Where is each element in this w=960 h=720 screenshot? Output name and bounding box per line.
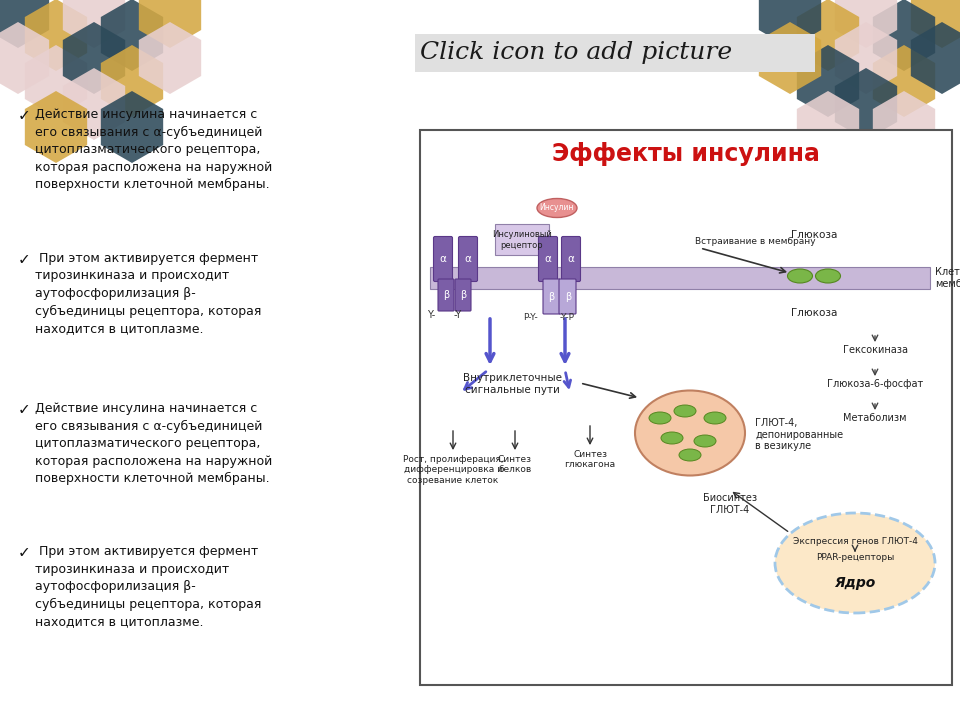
Text: β: β — [564, 292, 571, 302]
Polygon shape — [25, 0, 87, 71]
Text: β: β — [548, 292, 554, 302]
Text: Глюкоза-6-фосфат: Глюкоза-6-фосфат — [827, 379, 924, 389]
Text: Метаболизм: Метаболизм — [843, 413, 907, 423]
Ellipse shape — [704, 412, 726, 424]
Text: Click icon to add picture: Click icon to add picture — [420, 42, 732, 65]
Text: α: α — [465, 254, 471, 264]
Polygon shape — [0, 22, 49, 94]
Ellipse shape — [537, 199, 577, 217]
Text: PPAR-рецепторы: PPAR-рецепторы — [816, 554, 894, 562]
FancyBboxPatch shape — [562, 236, 581, 282]
Text: Гексокиназа: Гексокиназа — [843, 345, 907, 355]
FancyBboxPatch shape — [438, 279, 454, 311]
FancyBboxPatch shape — [539, 236, 558, 282]
Text: Синтез
белков: Синтез белков — [498, 455, 532, 474]
Ellipse shape — [635, 390, 745, 475]
Polygon shape — [0, 0, 49, 48]
Text: ГЛЮТ-4,
депонированные
в везикуле: ГЛЮТ-4, депонированные в везикуле — [755, 418, 843, 451]
Polygon shape — [62, 0, 125, 48]
Text: Инсулиновый
рецептор: Инсулиновый рецептор — [492, 230, 552, 250]
FancyBboxPatch shape — [455, 279, 471, 311]
FancyBboxPatch shape — [415, 34, 815, 72]
Ellipse shape — [787, 269, 812, 283]
Text: Клеточная
мембрана: Клеточная мембрана — [935, 267, 960, 289]
Polygon shape — [62, 22, 125, 94]
Polygon shape — [873, 91, 935, 163]
Text: Внутриклеточные
сигнальные пути: Внутриклеточные сигнальные пути — [463, 373, 562, 395]
Polygon shape — [797, 45, 859, 117]
Text: Эффекты инсулина: Эффекты инсулина — [552, 142, 820, 166]
Text: β: β — [460, 290, 467, 300]
Ellipse shape — [694, 435, 716, 447]
Polygon shape — [101, 45, 163, 117]
Text: При этом активируется фермент
тирозинкиназа и происходит
аутофосфорилизация β-
с: При этом активируется фермент тирозинкин… — [35, 545, 261, 628]
Polygon shape — [25, 45, 87, 117]
Text: P-Y-: P-Y- — [523, 313, 538, 322]
Polygon shape — [101, 0, 163, 71]
Text: -Y-P: -Y-P — [560, 313, 575, 322]
Text: Биосинтез
ГЛЮТ-4: Биосинтез ГЛЮТ-4 — [703, 493, 757, 515]
Polygon shape — [797, 91, 859, 163]
Text: β: β — [443, 290, 449, 300]
Text: Синтез
глюкагона: Синтез глюкагона — [564, 450, 615, 469]
Polygon shape — [758, 0, 821, 48]
Text: Ядро: Ядро — [834, 576, 876, 590]
Text: ✓: ✓ — [18, 252, 31, 267]
Ellipse shape — [679, 449, 701, 461]
Ellipse shape — [815, 269, 841, 283]
Polygon shape — [873, 0, 935, 71]
Text: -Y: -Y — [454, 310, 463, 320]
Polygon shape — [25, 91, 87, 163]
Text: α: α — [544, 254, 551, 264]
Text: Экспрессия генов ГЛЮТ-4: Экспрессия генов ГЛЮТ-4 — [793, 536, 918, 546]
Ellipse shape — [661, 432, 683, 444]
Ellipse shape — [775, 513, 935, 613]
Ellipse shape — [649, 412, 671, 424]
Text: Рост, пролиферация,
дифференцировка и
созревание клеток: Рост, пролиферация, дифференцировка и со… — [402, 455, 503, 485]
Polygon shape — [911, 0, 960, 48]
FancyBboxPatch shape — [459, 236, 477, 282]
Text: α: α — [440, 254, 446, 264]
Text: Y-: Y- — [427, 310, 435, 320]
FancyBboxPatch shape — [430, 267, 930, 289]
Polygon shape — [873, 45, 935, 117]
Polygon shape — [139, 0, 202, 48]
Text: Действие инсулина начинается с
его связывания с α-субъединицей
цитоплазматическо: Действие инсулина начинается с его связы… — [35, 402, 273, 485]
Ellipse shape — [674, 405, 696, 417]
Text: Встраивание в мембрану: Встраивание в мембрану — [695, 237, 816, 246]
Text: α: α — [567, 254, 574, 264]
Polygon shape — [758, 22, 821, 94]
Text: ✓: ✓ — [18, 108, 31, 123]
Text: Глюкоза: Глюкоза — [791, 230, 837, 240]
Polygon shape — [797, 0, 859, 71]
Polygon shape — [835, 22, 898, 94]
Polygon shape — [101, 91, 163, 163]
Text: При этом активируется фермент
тирозинкиназа и происходит
аутофосфорилизация β-
с: При этом активируется фермент тирозинкин… — [35, 252, 261, 335]
FancyBboxPatch shape — [434, 236, 452, 282]
Text: Инсулин: Инсулин — [540, 204, 574, 212]
Text: ✓: ✓ — [18, 545, 31, 560]
Polygon shape — [835, 0, 898, 48]
FancyBboxPatch shape — [420, 130, 952, 685]
Polygon shape — [62, 68, 125, 140]
Text: Действие инсулина начинается с
его связывания с α-субъединицей
цитоплазматическо: Действие инсулина начинается с его связы… — [35, 108, 273, 192]
FancyBboxPatch shape — [559, 279, 576, 314]
FancyBboxPatch shape — [543, 279, 560, 314]
Text: Глюкоза: Глюкоза — [791, 308, 837, 318]
Polygon shape — [911, 22, 960, 94]
FancyBboxPatch shape — [495, 224, 549, 255]
Polygon shape — [139, 22, 202, 94]
Text: ✓: ✓ — [18, 402, 31, 417]
Polygon shape — [835, 68, 898, 140]
